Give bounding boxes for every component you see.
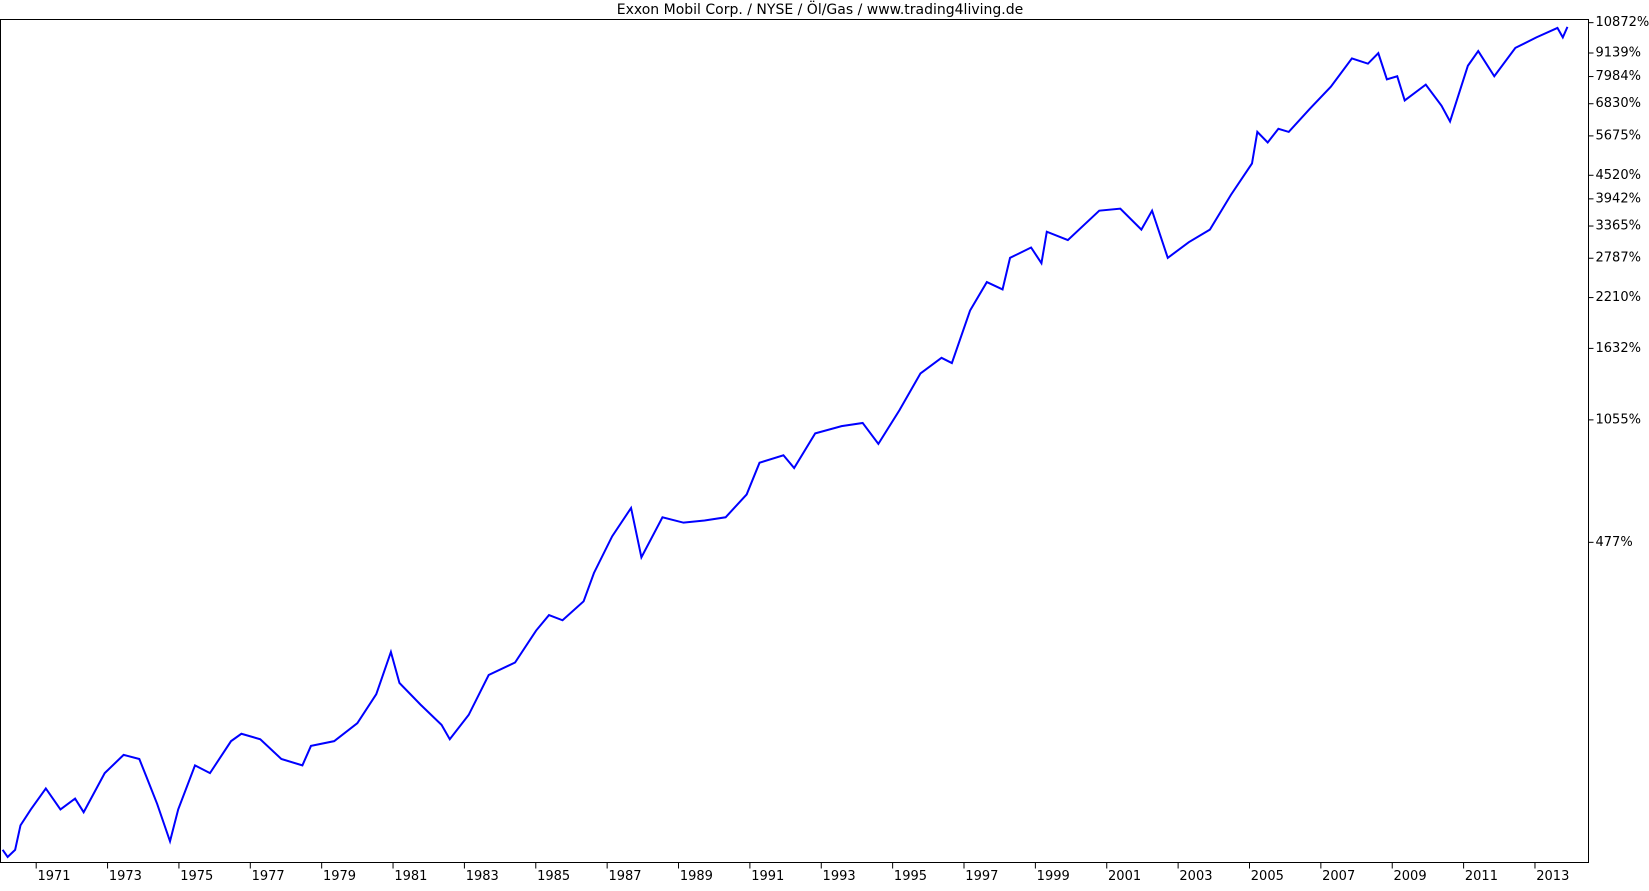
y-tick-label: 6830%: [1596, 96, 1641, 111]
y-tick-label: 4520%: [1596, 168, 1641, 183]
x-tick-label: 1991: [751, 869, 784, 884]
x-tick-label: 1987: [608, 869, 641, 884]
x-tick-label: 2013: [1536, 869, 1569, 884]
y-tick-label: 3942%: [1596, 191, 1641, 206]
y-tick-label: 1632%: [1596, 341, 1641, 356]
x-tick-label: 2009: [1394, 869, 1427, 884]
y-tick-label: 7984%: [1596, 69, 1641, 84]
y-tick-label: 477%: [1596, 535, 1633, 550]
x-tick-label: 2003: [1179, 869, 1212, 884]
x-tick-label: 1975: [180, 869, 213, 884]
x-tick-label: 1979: [323, 869, 356, 884]
x-tick-label: 2011: [1465, 869, 1498, 884]
x-tick-label: 2007: [1322, 869, 1355, 884]
x-tick-label: 1989: [680, 869, 713, 884]
x-tick-label: 1995: [894, 869, 927, 884]
y-tick-label: 1055%: [1596, 412, 1641, 427]
x-tick-label: 1997: [965, 869, 998, 884]
x-tick-label: 1993: [823, 869, 856, 884]
y-tick-label: 2210%: [1596, 290, 1641, 305]
x-tick-label: 1971: [37, 869, 70, 884]
x-tick-label: 1999: [1037, 869, 1070, 884]
y-tick-label: 3365%: [1596, 219, 1641, 234]
y-tick-label: 9139%: [1596, 45, 1641, 60]
y-tick-label: 10872%: [1596, 15, 1649, 30]
x-tick-label: 1985: [537, 869, 570, 884]
x-tick-label: 2005: [1251, 869, 1284, 884]
price-line: [3, 27, 1568, 857]
x-tick-label: 1983: [466, 869, 499, 884]
x-tick-label: 1977: [252, 869, 285, 884]
x-tick-label: 1981: [394, 869, 427, 884]
y-tick-label: 5675%: [1596, 128, 1641, 143]
chart-title: Exxon Mobil Corp. / NYSE / Öl/Gas / www.…: [617, 0, 1023, 18]
y-tick-label: 2787%: [1596, 251, 1641, 266]
x-tick-label: 1973: [109, 869, 142, 884]
x-tick-label: 2001: [1108, 869, 1141, 884]
